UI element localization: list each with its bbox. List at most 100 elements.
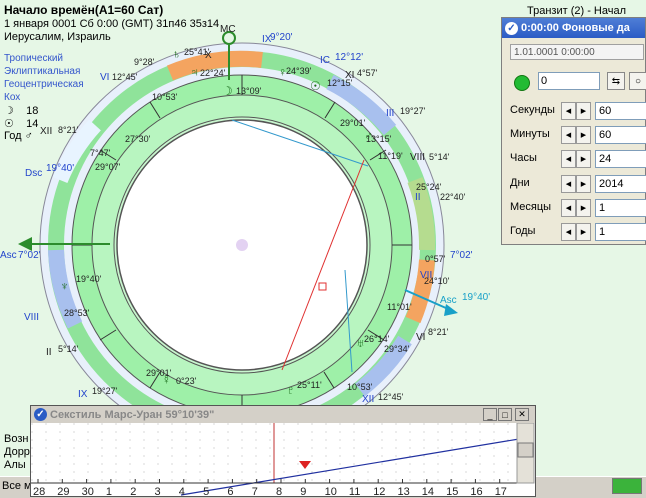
sun-value: 14: [26, 118, 39, 130]
deg-1: 22°24': [200, 68, 226, 78]
moon-glyph-icon: ☽: [222, 84, 233, 98]
months-decrease-icon[interactable]: ◀: [561, 199, 576, 217]
moon-value: 18: [26, 105, 39, 117]
planet-degree-labels: 25°41' 22°24' 24°39' 4°57' 9°28' 12°45' …: [58, 47, 466, 402]
deg-6: 13°09': [236, 86, 262, 96]
background-data-dialog: ✓ 0:00:00 Фоновые да 1.01.0001 0:00:00 0…: [501, 17, 646, 245]
seconds-field[interactable]: 60: [595, 102, 646, 120]
years-increase-icon[interactable]: ▶: [576, 223, 591, 241]
uranus-icon: ♅: [356, 336, 365, 350]
options-icon[interactable]: ○: [629, 72, 646, 90]
deg-28: 19°27': [92, 386, 118, 396]
aspect-curve: [180, 438, 520, 496]
time-tick-label: 15: [446, 486, 458, 496]
chart-place: Иерусалим, Израиль: [4, 31, 111, 43]
aspect-window-titlebar[interactable]: ✓ Секстиль Марс-Уран 59°10'39": [31, 406, 535, 423]
deg-2: 24°39': [286, 66, 312, 76]
hours-increase-icon[interactable]: ▶: [576, 150, 591, 168]
minutes-increase-icon[interactable]: ▶: [576, 126, 591, 144]
date-time-field[interactable]: 1.01.0001 0:00:00: [510, 44, 644, 60]
minutes-field[interactable]: 60: [595, 126, 646, 144]
chart-date: 1 января 0001 Сб 0:00 (GMT) 31п46 35з14: [4, 18, 220, 30]
deg-25: 12°45': [378, 392, 404, 402]
refresh-icon[interactable]: ⇆: [607, 72, 625, 90]
time-tick-label: 10: [325, 486, 337, 496]
mercury-icon: ☿: [162, 373, 171, 387]
mc-circle: [222, 31, 236, 45]
deg-23: 25°11': [297, 380, 322, 390]
days-increase-icon[interactable]: ▶: [576, 175, 591, 193]
cusp-label-mc: MC: [220, 24, 236, 35]
aspect-marker: [318, 282, 327, 291]
time-tick-label: 11: [349, 486, 360, 496]
time-tick-label: 5: [203, 486, 209, 496]
deg-33: 29°07': [95, 162, 121, 172]
start-button[interactable]: [514, 75, 530, 91]
days-decrease-icon[interactable]: ◀: [561, 175, 576, 193]
seconds-decrease-icon[interactable]: ◀: [561, 102, 576, 120]
time-tick-label: 12: [373, 486, 385, 496]
cusp-label-ic: IC: [320, 55, 330, 66]
time-tick-label: 30: [82, 486, 94, 496]
time-tick-label: 3: [155, 486, 161, 496]
months-field[interactable]: 1: [595, 199, 646, 217]
house-label-ii-right: II: [415, 192, 421, 203]
hours-row: Часы ◀ ▶ 24: [510, 150, 646, 168]
transit-window-title[interactable]: Транзит (2) - Начал: [527, 5, 626, 17]
minutes-row: Минуты ◀ ▶ 60: [510, 126, 646, 144]
cusp-deg-ic: 12°12': [335, 52, 363, 63]
close-button[interactable]: ✕: [515, 408, 529, 421]
deg-4: 9°28': [134, 57, 155, 67]
bottom-label-2: Дорр: [4, 446, 30, 458]
deg-5: 12°45': [112, 72, 138, 82]
aspect-window-title: Секстиль Марс-Уран 59°10'39": [50, 408, 215, 421]
seconds-label: Секунды: [510, 104, 555, 116]
deg-11: 11°19': [378, 151, 403, 161]
house-label-iii: III: [386, 108, 394, 119]
deg-30: 28°53': [64, 308, 90, 318]
seconds-increase-icon[interactable]: ▶: [576, 102, 591, 120]
hours-field[interactable]: 24: [595, 150, 646, 168]
dialog-title: 0:00:00 Фоновые да: [521, 22, 630, 34]
param-house-system: Кох: [4, 92, 21, 103]
deg-26: 29°01': [146, 368, 172, 378]
chart-parameters: Тропический Эклиптикальная Геоцентрическ…: [4, 52, 84, 142]
step-count-field[interactable]: 0: [538, 72, 600, 90]
aspect-window-icon: ✓: [34, 408, 47, 421]
planet-glyphs: ♄ ♃ ☽ ♀ ☉ ♂ ♆ ♇ ☿ ♅: [60, 47, 373, 397]
house-label-ix-top: IX: [262, 34, 272, 45]
minutes-decrease-icon[interactable]: ◀: [561, 126, 576, 144]
saturn-icon: ♄: [172, 47, 181, 61]
days-label: Дни: [510, 177, 530, 189]
aspect-graph[interactable]: 28 29 30 1 2 3 4 5 6 7 8 9 10 11 12 13 14 15 16 17: [31, 423, 535, 496]
deg-21: 29°34': [384, 344, 410, 354]
venus-icon: ♀: [278, 65, 287, 79]
years-field[interactable]: 1: [595, 223, 646, 241]
months-label: Месяцы: [510, 201, 552, 213]
years-decrease-icon[interactable]: ◀: [561, 223, 576, 241]
house-label-vi: VI: [100, 72, 109, 83]
deg-7: 10°53': [152, 92, 178, 102]
house-label-xi: XI: [345, 70, 354, 81]
bottom-label-3: Алы: [4, 459, 26, 471]
deg-16: 0°57': [425, 254, 446, 264]
minimize-button[interactable]: _: [483, 408, 497, 421]
deg-10: 13°15': [366, 134, 392, 144]
house-label-vii: XII: [40, 126, 52, 137]
months-increase-icon[interactable]: ▶: [576, 199, 591, 217]
bottom-left-labels: Возн Дорр Алы: [4, 433, 30, 472]
time-tick-label: 16: [470, 486, 482, 496]
maximize-button[interactable]: □: [498, 408, 512, 421]
natal-chart-wheel[interactable]: Asc 7°02' Asc 19°40' Dsc 19°40' 7°02' MC…: [0, 15, 500, 410]
cusp-label-asc-right: Asc: [440, 295, 457, 306]
deg-17: 24°10': [424, 276, 450, 286]
hours-decrease-icon[interactable]: ◀: [561, 150, 576, 168]
param-coordinates: Эклиптикальная: [4, 66, 81, 77]
dialog-titlebar[interactable]: ✓ 0:00:00 Фоновые да: [502, 18, 645, 38]
house-label-ii-left: II: [46, 347, 52, 358]
house-label-vi-right: VI: [416, 332, 425, 343]
time-tick-label: 9: [300, 486, 306, 496]
days-field[interactable]: 2014: [595, 175, 646, 193]
time-axis-labels: 28 29 30 1 2 3 4 5 6 7 8 9 10 11 12 13 14 15 16 17: [33, 479, 507, 496]
year-ruler: Год ♂: [4, 130, 33, 142]
